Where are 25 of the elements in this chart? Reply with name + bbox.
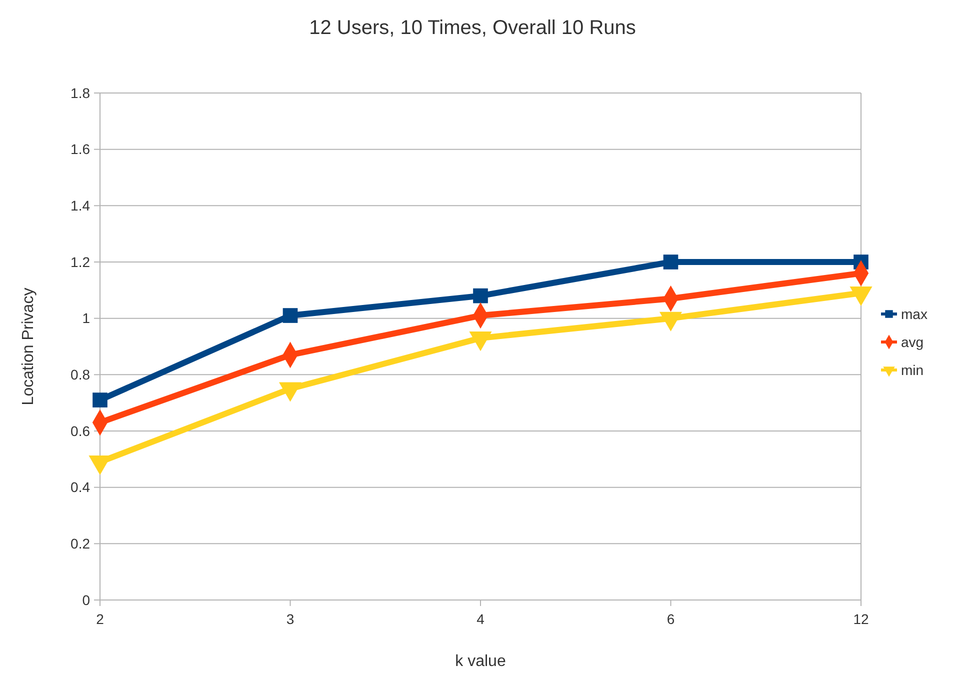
y-tick-label: 1.6 — [70, 141, 90, 158]
point — [282, 308, 298, 323]
y-axis-title: Location Privacy — [20, 288, 37, 406]
y-tick-label: 0.8 — [70, 366, 90, 383]
y-tick-label: 1.8 — [70, 84, 90, 101]
legend-label: avg — [901, 334, 924, 350]
x-tick-label: 12 — [853, 611, 869, 627]
y-tick-label: 0.6 — [70, 422, 90, 439]
x-tick-label: 3 — [286, 611, 294, 627]
y-tick-label: 1 — [82, 310, 90, 326]
point — [663, 254, 678, 270]
x-tick-label: 6 — [666, 611, 675, 627]
point — [473, 288, 488, 304]
y-tick-label: 0 — [82, 592, 90, 608]
y-tick-label: 1.4 — [70, 198, 90, 214]
y-tick-label: 0.4 — [70, 479, 90, 496]
y-tick-label: 0.2 — [70, 536, 90, 552]
x-tick-label: 4 — [476, 611, 485, 627]
x-tick-label: 2 — [96, 611, 104, 627]
y-tick-label: 1.2 — [70, 254, 90, 270]
legend-label: min — [901, 362, 924, 378]
point — [92, 392, 108, 408]
legend-label: max — [901, 306, 928, 322]
chart-title: 12 Users, 10 Times, Overall 10 Runs — [309, 17, 636, 39]
x-axis-title: k value — [455, 653, 506, 670]
